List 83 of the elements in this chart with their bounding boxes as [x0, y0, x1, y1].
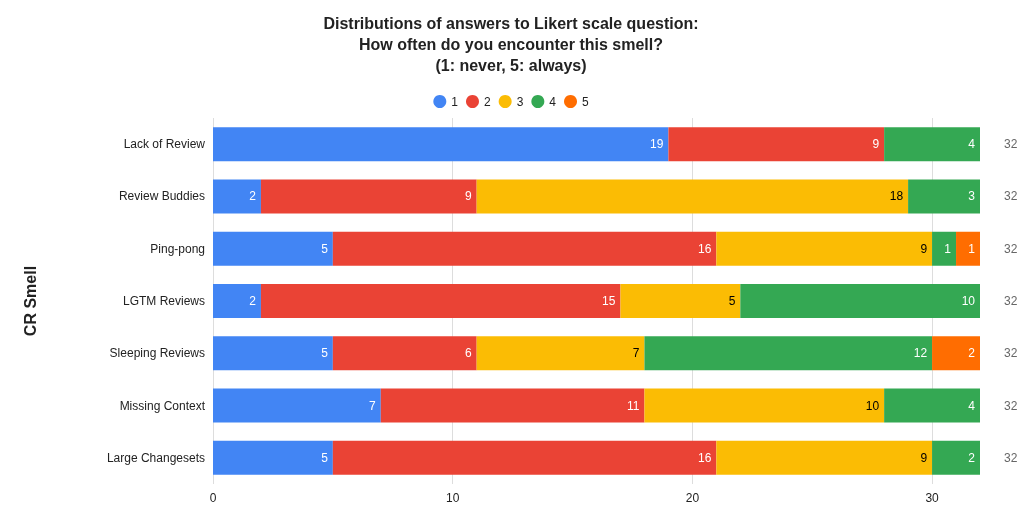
- data-label: 9: [920, 241, 928, 256]
- legend-label: 4: [549, 94, 557, 109]
- y-tick-label: Missing Context: [119, 398, 206, 413]
- data-label: 16: [697, 241, 712, 256]
- bar: [932, 440, 980, 475]
- bar: [332, 231, 717, 266]
- bar: [213, 284, 261, 318]
- bar: [740, 284, 980, 318]
- data-label: 15: [602, 294, 616, 308]
- data-label: 10: [961, 294, 976, 308]
- bar: [332, 336, 477, 371]
- data-label: 5: [321, 346, 329, 361]
- bar: [213, 336, 333, 371]
- bar: [260, 179, 477, 214]
- legend-label: 5: [582, 94, 590, 109]
- bar: [644, 388, 885, 423]
- legend-label: 2: [483, 94, 491, 109]
- data-label: 2: [968, 450, 976, 465]
- bar: [956, 231, 980, 266]
- data-label: 5: [321, 241, 329, 256]
- data-label: 7: [369, 398, 377, 413]
- bar: [213, 127, 669, 162]
- bar: [884, 127, 980, 162]
- bar: [213, 440, 333, 475]
- bar: [932, 231, 957, 266]
- data-label: 3: [968, 189, 976, 204]
- bar: [620, 284, 741, 318]
- bar: [476, 336, 645, 371]
- data-label: 7: [632, 346, 640, 361]
- legend-label: 3: [516, 94, 524, 109]
- x-tick-label: 10: [446, 491, 460, 505]
- data-label: 16: [697, 450, 712, 465]
- data-label: 1: [944, 241, 952, 256]
- total-label: 32: [1004, 450, 1018, 465]
- bar: [908, 179, 980, 214]
- x-tick-label: 20: [685, 491, 700, 505]
- total-label: 32: [1004, 241, 1018, 256]
- data-label: 5: [321, 450, 329, 465]
- bar: [716, 231, 933, 266]
- total-label: 32: [1004, 189, 1018, 204]
- y-tick-label: LGTM Reviews: [122, 294, 205, 308]
- data-label: 18: [889, 189, 904, 204]
- data-label: 6: [464, 346, 472, 361]
- legend-label: 1: [451, 94, 459, 109]
- y-tick-label: Sleeping Reviews: [109, 346, 205, 361]
- data-label: 9: [872, 137, 880, 152]
- x-tick-label: 30: [925, 491, 940, 505]
- data-label: 9: [464, 189, 472, 204]
- total-label: 32: [1004, 294, 1018, 308]
- total-label: 32: [1004, 346, 1018, 361]
- y-axis-title: CR Smell: [21, 265, 39, 337]
- bar: [476, 179, 909, 214]
- data-label: 12: [913, 346, 928, 361]
- bar: [332, 440, 717, 475]
- bar: [213, 231, 333, 266]
- bar: [260, 284, 621, 318]
- bar: [644, 336, 933, 371]
- bar: [213, 388, 381, 423]
- bar: [213, 179, 261, 214]
- data-label: 4: [968, 398, 976, 413]
- chart-title: Distributions of answers to Likert scale question: How often do you encounter this smell? (1: never, 5: always): [323, 15, 699, 74]
- bar: [884, 388, 980, 423]
- y-tick-label: Large Changesets: [106, 450, 205, 465]
- y-tick-label: Review Buddies: [118, 189, 205, 204]
- total-label: 32: [1004, 137, 1018, 152]
- data-label: 2: [968, 346, 976, 361]
- y-tick-label: Ping-pong: [150, 241, 205, 256]
- x-tick-label: 0: [209, 491, 217, 505]
- data-label: 5: [728, 294, 736, 308]
- data-label: 1: [968, 241, 976, 256]
- data-label: 19: [650, 137, 664, 152]
- bar: [668, 127, 885, 162]
- data-label: 2: [249, 189, 257, 204]
- total-label: 32: [1004, 398, 1018, 413]
- bar: [380, 388, 645, 423]
- data-label: 11: [626, 398, 640, 413]
- data-label: 2: [249, 294, 257, 308]
- y-tick-label: Lack of Review: [123, 137, 206, 152]
- data-label: 10: [865, 398, 880, 413]
- data-label: 9: [920, 450, 928, 465]
- data-label: 4: [968, 137, 976, 152]
- bar: [716, 440, 933, 475]
- bar: [932, 336, 980, 371]
